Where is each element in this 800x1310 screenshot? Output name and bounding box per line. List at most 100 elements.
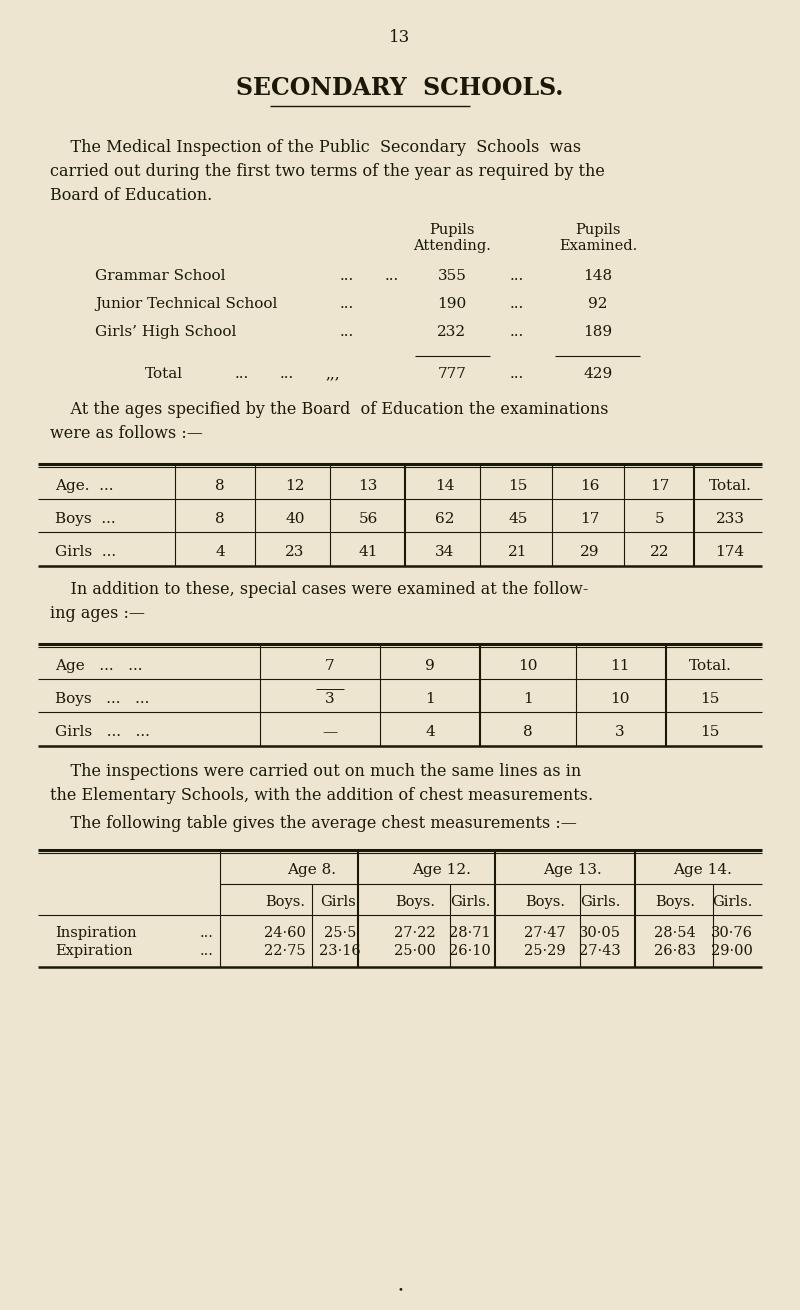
- Text: 14: 14: [435, 479, 454, 493]
- Text: Boys   ...   ...: Boys ... ...: [55, 692, 150, 706]
- Text: 34: 34: [435, 545, 454, 559]
- Text: ...: ...: [510, 297, 524, 310]
- Text: Boys.: Boys.: [655, 895, 695, 909]
- Text: 190: 190: [438, 297, 466, 310]
- Text: 15: 15: [700, 692, 720, 706]
- Text: Examined.: Examined.: [559, 238, 637, 253]
- Text: Boys  ...: Boys ...: [55, 512, 116, 527]
- Text: 3: 3: [615, 724, 625, 739]
- Text: The following table gives the average chest measurements :—: The following table gives the average ch…: [50, 816, 577, 832]
- Text: 29·00: 29·00: [711, 945, 753, 958]
- Text: 92: 92: [588, 297, 608, 310]
- Text: The inspections were carried out on much the same lines as in: The inspections were carried out on much…: [50, 764, 582, 781]
- Text: 22: 22: [650, 545, 670, 559]
- Text: 9: 9: [425, 659, 435, 673]
- Text: Girls.: Girls.: [712, 895, 752, 909]
- Text: 27·47: 27·47: [524, 926, 566, 941]
- Text: Grammar School: Grammar School: [95, 269, 226, 283]
- Text: ...: ...: [235, 367, 250, 381]
- Text: ,,,: ,,,: [325, 367, 340, 381]
- Text: Total.: Total.: [709, 479, 751, 493]
- Text: 27·22: 27·22: [394, 926, 436, 941]
- Text: Girls.: Girls.: [580, 895, 620, 909]
- Text: 15: 15: [700, 724, 720, 739]
- Text: 11: 11: [610, 659, 630, 673]
- Text: Boys.: Boys.: [395, 895, 435, 909]
- Text: 7: 7: [325, 659, 335, 673]
- Text: 13: 13: [390, 30, 410, 46]
- Text: 41: 41: [358, 545, 378, 559]
- Text: Boys.: Boys.: [265, 895, 305, 909]
- Text: Girls  ...: Girls ...: [55, 545, 116, 559]
- Text: Age   ...   ...: Age ... ...: [55, 659, 142, 673]
- Text: 4: 4: [425, 724, 435, 739]
- Text: 26·83: 26·83: [654, 945, 696, 958]
- Text: 429: 429: [583, 367, 613, 381]
- Text: 23: 23: [286, 545, 305, 559]
- Text: Inspiration: Inspiration: [55, 926, 137, 941]
- Text: ...: ...: [510, 367, 524, 381]
- Text: 148: 148: [583, 269, 613, 283]
- Text: were as follows :—: were as follows :—: [50, 426, 203, 443]
- Text: ...: ...: [510, 269, 524, 283]
- Text: 10: 10: [518, 659, 538, 673]
- Text: Pupils: Pupils: [575, 223, 621, 237]
- Text: Age 12.: Age 12.: [413, 863, 471, 876]
- Text: 15: 15: [508, 479, 528, 493]
- Text: 25·29: 25·29: [524, 945, 566, 958]
- Text: Pupils: Pupils: [430, 223, 474, 237]
- Text: 233: 233: [715, 512, 745, 527]
- Text: 16: 16: [580, 479, 600, 493]
- Text: Boys.: Boys.: [525, 895, 565, 909]
- Text: Attending.: Attending.: [413, 238, 491, 253]
- Text: 25·00: 25·00: [394, 945, 436, 958]
- Text: 17: 17: [650, 479, 670, 493]
- Text: Total: Total: [145, 367, 183, 381]
- Text: Junior Technical School: Junior Technical School: [95, 297, 278, 310]
- Text: 4: 4: [215, 545, 225, 559]
- Text: 24·60: 24·60: [264, 926, 306, 941]
- Text: 12: 12: [286, 479, 305, 493]
- Text: 5: 5: [655, 512, 665, 527]
- Text: 1: 1: [425, 692, 435, 706]
- Text: 25·5: 25·5: [324, 926, 356, 941]
- Text: 232: 232: [438, 325, 466, 339]
- Text: 1: 1: [523, 692, 533, 706]
- Text: Board of Education.: Board of Education.: [50, 187, 212, 204]
- Text: 27·43: 27·43: [579, 945, 621, 958]
- Text: Girls   ...   ...: Girls ... ...: [55, 724, 150, 739]
- Text: The Medical Inspection of the Public  Secondary  Schools  was: The Medical Inspection of the Public Sec…: [50, 139, 581, 156]
- Text: ...: ...: [200, 945, 214, 958]
- Text: ing ages :—: ing ages :—: [50, 605, 145, 622]
- Text: 8: 8: [215, 512, 225, 527]
- Text: the Elementary Schools, with the addition of chest measurements.: the Elementary Schools, with the additio…: [50, 787, 593, 804]
- Text: 28·54: 28·54: [654, 926, 696, 941]
- Text: ...: ...: [200, 926, 214, 941]
- Text: 777: 777: [438, 367, 466, 381]
- Text: 62: 62: [435, 512, 454, 527]
- Text: 45: 45: [508, 512, 528, 527]
- Text: Expiration: Expiration: [55, 945, 133, 958]
- Text: 23·16: 23·16: [319, 945, 361, 958]
- Text: Girls.: Girls.: [320, 895, 360, 909]
- Text: 8: 8: [523, 724, 533, 739]
- Text: Total.: Total.: [689, 659, 731, 673]
- Text: 189: 189: [583, 325, 613, 339]
- Text: 355: 355: [438, 269, 466, 283]
- Text: ...: ...: [340, 325, 354, 339]
- Text: 40: 40: [286, 512, 305, 527]
- Text: At the ages specified by the Board  of Education the examinations: At the ages specified by the Board of Ed…: [50, 401, 609, 418]
- Text: Age 14.: Age 14.: [674, 863, 733, 876]
- Text: —: —: [322, 724, 338, 739]
- Text: •: •: [397, 1285, 403, 1294]
- Text: Girls’ High School: Girls’ High School: [95, 325, 236, 339]
- Text: carried out during the first two terms of the year as required by the: carried out during the first two terms o…: [50, 164, 605, 181]
- Text: 29: 29: [580, 545, 600, 559]
- Text: 28·71: 28·71: [449, 926, 491, 941]
- Text: 3: 3: [325, 692, 335, 706]
- Text: ...: ...: [385, 269, 399, 283]
- Text: Age 8.: Age 8.: [287, 863, 337, 876]
- Text: ...: ...: [340, 269, 354, 283]
- Text: 30·05: 30·05: [579, 926, 621, 941]
- Text: Age 13.: Age 13.: [542, 863, 602, 876]
